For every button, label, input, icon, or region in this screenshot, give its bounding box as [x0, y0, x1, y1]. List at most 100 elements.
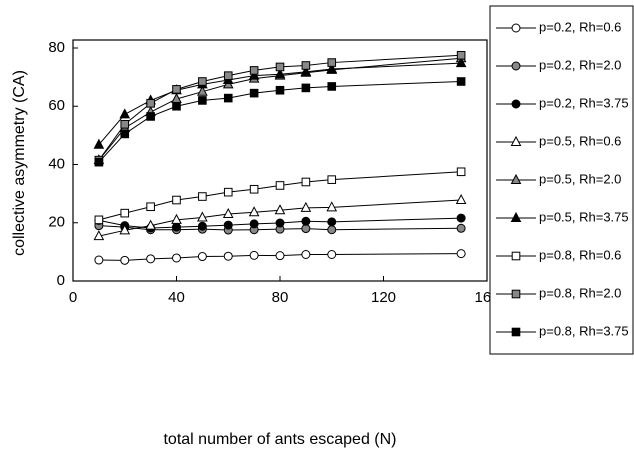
data-point: [223, 251, 233, 261]
data-point: [120, 129, 130, 139]
y-tick-label: 0: [57, 272, 65, 289]
legend-label: p=0.2, Rh=0.6: [539, 19, 621, 34]
data-point: [301, 83, 311, 93]
legend-marker: [510, 211, 522, 222]
data-point: [300, 65, 312, 76]
data-point: [94, 215, 104, 225]
legend-marker: [511, 289, 521, 299]
data-point: [248, 206, 260, 217]
legend-marker: [510, 173, 522, 184]
data-point: [327, 249, 337, 259]
data-point: [94, 157, 104, 167]
legend-marker: [511, 327, 521, 337]
data-point: [119, 224, 131, 235]
data-point: [274, 68, 286, 79]
legend-label: p=0.5, Rh=2.0: [539, 171, 621, 186]
data-point: [326, 62, 338, 73]
data-point: [300, 201, 312, 212]
legend-label: p=0.2, Rh=3.75: [539, 95, 629, 110]
legend-marker: [511, 61, 521, 71]
data-point: [172, 253, 181, 263]
data-point: [327, 175, 337, 184]
y-tick-label: 20: [48, 214, 65, 231]
data-point: [249, 184, 259, 194]
data-point: [275, 85, 285, 95]
data-point: [145, 219, 156, 230]
data-point: [249, 250, 259, 260]
y-axis-label: collective asymmetry (CA): [11, 70, 28, 256]
data-point: [301, 216, 311, 226]
legend-label: p=0.2, Rh=2.0: [539, 57, 621, 72]
data-point: [456, 223, 466, 233]
legend-label: p=0.8, Rh=0.6: [539, 247, 621, 262]
data-point: [119, 108, 131, 119]
data-point: [249, 88, 259, 98]
data-point: [275, 251, 285, 261]
data-point: [223, 220, 233, 230]
data-point: [120, 120, 130, 129]
data-point: [326, 201, 338, 212]
data-point: [197, 221, 207, 231]
x-tick-label: 80: [272, 289, 289, 306]
data-point: [456, 213, 466, 223]
data-point: [275, 218, 285, 228]
data-point: [456, 77, 466, 86]
x-axis-label: total number of ants escaped (N): [163, 431, 396, 448]
data-point: [327, 225, 337, 235]
data-point: [327, 58, 337, 67]
y-tick-label: 80: [48, 39, 65, 56]
data-point: [120, 255, 130, 265]
data-point: [301, 177, 311, 187]
data-point: [172, 101, 181, 111]
data-point: [93, 230, 105, 241]
data-point: [120, 208, 130, 218]
y-tick-label: 40: [48, 155, 65, 172]
data-point: [172, 85, 181, 94]
legend-label: p=0.5, Rh=0.6: [539, 133, 621, 148]
legend-marker: [511, 99, 521, 109]
data-point: [197, 85, 208, 96]
y-tick-label: 60: [48, 97, 65, 114]
data-point: [301, 249, 311, 259]
data-point: [274, 204, 286, 215]
data-point: [93, 138, 105, 149]
data-point: [248, 69, 260, 80]
x-tick-label: 40: [168, 289, 185, 306]
data-point: [456, 167, 466, 177]
legend-label: p=0.5, Rh=3.75: [539, 209, 629, 224]
legend-marker: [511, 23, 521, 33]
data-point: [249, 66, 259, 75]
data-point: [275, 181, 285, 190]
x-tick-label: 120: [371, 289, 396, 306]
data-point: [146, 254, 156, 264]
data-point: [223, 71, 233, 80]
data-point: [197, 211, 208, 222]
data-point: [455, 193, 467, 205]
data-point: [222, 207, 234, 219]
data-point: [327, 82, 337, 91]
legend-label: p=0.8, Rh=3.75: [539, 323, 629, 338]
data-point: [146, 99, 155, 108]
data-point: [456, 50, 466, 60]
data-point: [455, 57, 467, 68]
data-point: [327, 217, 337, 227]
data-point: [223, 187, 233, 197]
legend-label: p=0.8, Rh=2.0: [539, 285, 621, 300]
x-tick-label: 0: [69, 289, 77, 306]
data-point: [456, 249, 466, 259]
data-point: [172, 195, 181, 205]
data-point: [198, 96, 207, 105]
data-point: [198, 77, 207, 86]
legend-marker: [510, 135, 522, 146]
data-point: [301, 61, 311, 70]
data-point: [172, 222, 181, 232]
data-point: [94, 255, 104, 265]
data-point: [197, 252, 207, 262]
data-point: [146, 202, 155, 212]
legend-marker: [511, 251, 521, 261]
data-point: [171, 213, 182, 224]
data-point: [223, 93, 233, 103]
data-point: [249, 219, 259, 229]
data-point: [146, 112, 155, 121]
